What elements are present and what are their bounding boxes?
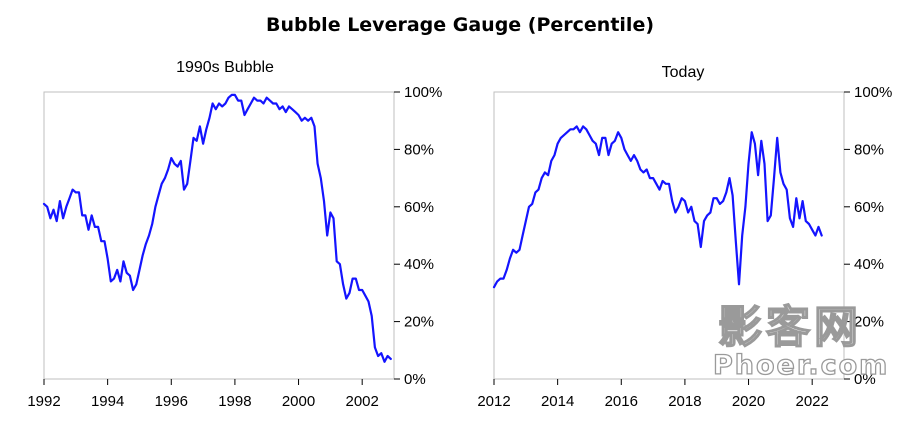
y-tick-label-today-20: 20% (854, 314, 884, 331)
x-tick-label-today-2014: 2014 (541, 393, 574, 410)
x-tick-label-today-2022: 2022 (795, 393, 828, 410)
y-tick-label-today-80: 80% (854, 141, 884, 158)
y-tick-label-1990s-100: 100% (404, 84, 442, 101)
plot-area-today (493, 91, 845, 380)
y-tick-label-1990s-60: 60% (404, 199, 434, 216)
chart-panel-1990s: 1990s Bubble 1992 1994 1996 1998 2000 2002 0%… (27, 59, 442, 410)
series-line-1990s (42, 93, 392, 363)
y-tick-label-today-0: 0% (854, 371, 876, 388)
chart-panel-today: Today 2012 2014 2016 2018 2020 2022 0% 20% 40% 6… (477, 64, 892, 410)
x-tick-label-today-2018: 2018 (668, 393, 701, 410)
x-tick-label-today-2020: 2020 (732, 393, 765, 410)
y-tick-label-today-60: 60% (854, 199, 884, 216)
x-tick-label-1990s-1992: 1992 (27, 393, 60, 410)
y-axis-1990s: 0% 20% 40% 60% 80% 100% (394, 84, 442, 388)
panel-title-today: Today (662, 64, 705, 81)
x-axis-1990s: 1992 1994 1996 1998 2000 2002 (27, 379, 379, 410)
x-tick-label-1990s-1998: 1998 (218, 393, 251, 410)
x-tick-label-1990s-2002: 2002 (345, 393, 378, 410)
series-line-today (492, 125, 823, 289)
watermark: 影客网 Phoer.com (712, 301, 889, 381)
x-tick-label-1990s-1994: 1994 (91, 393, 124, 410)
panel-title-1990s: 1990s Bubble (176, 59, 274, 76)
y-tick-label-today-100: 100% (854, 84, 892, 101)
y-tick-label-1990s-80: 80% (404, 141, 434, 158)
watermark-en: Phoer.com (713, 350, 889, 381)
x-tick-label-1990s-1996: 1996 (155, 393, 188, 410)
y-axis-today: 0% 20% 40% 60% 80% 100% (844, 84, 892, 388)
x-tick-label-today-2012: 2012 (477, 393, 510, 410)
y-tick-label-1990s-20: 20% (404, 314, 434, 331)
main-title: Bubble Leverage Gauge (Percentile) (266, 14, 654, 36)
x-tick-label-today-2016: 2016 (605, 393, 638, 410)
x-axis-today: 2012 2014 2016 2018 2020 2022 (477, 379, 829, 410)
x-tick-label-1990s-2000: 2000 (282, 393, 315, 410)
y-tick-label-1990s-0: 0% (404, 371, 426, 388)
plot-area-1990s (43, 91, 395, 380)
y-tick-label-today-40: 40% (854, 256, 884, 273)
y-tick-label-1990s-40: 40% (404, 256, 434, 273)
watermark-cn: 影客网 (718, 302, 862, 353)
